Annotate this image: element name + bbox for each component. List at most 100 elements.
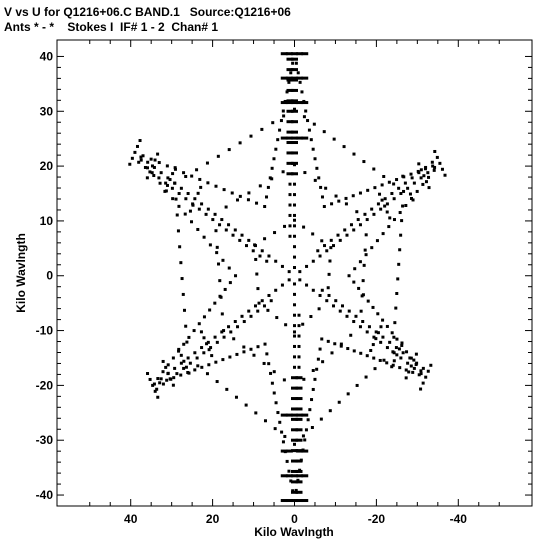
uv-point bbox=[193, 197, 197, 201]
uv-point bbox=[156, 377, 160, 381]
uv-point bbox=[398, 366, 402, 370]
uv-point bbox=[280, 413, 288, 417]
uv-point bbox=[258, 184, 262, 188]
uv-point bbox=[156, 395, 160, 399]
uv-point bbox=[233, 228, 237, 232]
uv-point bbox=[424, 180, 428, 184]
uv-point bbox=[347, 309, 351, 313]
uv-point bbox=[274, 401, 278, 405]
uv-point bbox=[286, 68, 294, 72]
uv-point bbox=[301, 474, 309, 478]
uv-point bbox=[349, 333, 353, 337]
uv-point bbox=[165, 378, 169, 382]
uv-point bbox=[424, 375, 428, 379]
uv-point bbox=[155, 387, 159, 391]
uv-point bbox=[247, 191, 251, 195]
uv-point bbox=[196, 364, 200, 368]
uv-point bbox=[166, 176, 170, 180]
uv-point bbox=[281, 170, 285, 174]
uv-point bbox=[394, 346, 398, 350]
uv-point bbox=[222, 335, 226, 339]
uv-point bbox=[302, 377, 306, 381]
uv-point bbox=[280, 474, 288, 478]
uv-point bbox=[291, 52, 298, 56]
uv-point bbox=[421, 182, 425, 186]
uv-point bbox=[293, 213, 296, 217]
uv-point bbox=[244, 403, 248, 407]
uv-point bbox=[242, 320, 246, 324]
uv-point bbox=[256, 345, 260, 349]
uv-point bbox=[258, 254, 262, 258]
uv-point bbox=[291, 130, 298, 134]
uv-point bbox=[200, 202, 204, 206]
uv-point bbox=[343, 228, 347, 232]
uv-point bbox=[232, 337, 236, 341]
uv-point bbox=[358, 260, 362, 264]
uv-point bbox=[312, 122, 316, 126]
uv-point bbox=[317, 307, 321, 311]
uv-point bbox=[151, 383, 155, 387]
uv-point bbox=[188, 209, 192, 213]
uv-point bbox=[373, 186, 377, 190]
uv-point bbox=[202, 351, 206, 355]
uv-point bbox=[225, 387, 229, 391]
uv-point bbox=[150, 164, 154, 168]
uv-point bbox=[141, 154, 145, 158]
uv-point bbox=[301, 136, 309, 140]
uv-point bbox=[296, 413, 304, 417]
uv-point bbox=[302, 115, 306, 119]
uv-point bbox=[173, 366, 177, 370]
uv-point bbox=[291, 101, 298, 105]
uv-point bbox=[193, 351, 197, 355]
uv-point bbox=[276, 138, 280, 142]
uv-point bbox=[206, 207, 210, 211]
uv-point bbox=[440, 167, 444, 171]
uv-point bbox=[128, 162, 132, 166]
uv-point bbox=[291, 407, 298, 411]
uv-point bbox=[285, 449, 293, 453]
uv-point bbox=[171, 172, 175, 176]
uv-point bbox=[213, 212, 217, 216]
uv-point bbox=[272, 391, 276, 395]
uv-point bbox=[356, 218, 360, 222]
uv-point bbox=[352, 152, 356, 156]
uv-point bbox=[280, 76, 288, 80]
uv-point bbox=[236, 325, 240, 329]
uv-point bbox=[158, 181, 162, 185]
uv-point bbox=[214, 229, 218, 233]
uv-point bbox=[182, 366, 186, 370]
uv-point bbox=[182, 342, 186, 346]
uv-point bbox=[263, 419, 267, 423]
uv-point bbox=[330, 202, 334, 206]
uv-point bbox=[309, 315, 313, 319]
uv-point bbox=[285, 136, 293, 140]
uv-point bbox=[217, 262, 221, 266]
uv-point bbox=[398, 248, 402, 252]
uv-point bbox=[291, 376, 298, 380]
uv-point bbox=[291, 109, 298, 113]
uv-point bbox=[222, 188, 226, 192]
uv-point bbox=[381, 335, 385, 339]
uv-point bbox=[365, 218, 369, 222]
uv-point bbox=[412, 366, 416, 370]
uv-point bbox=[149, 157, 153, 161]
uv-point bbox=[296, 136, 304, 140]
uv-point bbox=[266, 308, 270, 312]
uv-point bbox=[403, 181, 407, 185]
uv-point bbox=[383, 204, 387, 208]
uv-point bbox=[409, 356, 413, 360]
uv-point bbox=[385, 202, 389, 206]
uv-point bbox=[228, 281, 232, 285]
uv-point bbox=[234, 395, 238, 399]
uv-point bbox=[395, 353, 399, 357]
uv-point bbox=[393, 321, 397, 325]
uv-point bbox=[295, 376, 303, 380]
uv-point bbox=[254, 257, 258, 261]
uv-point bbox=[293, 203, 296, 207]
y-tick-label: -30 bbox=[36, 433, 54, 447]
uv-point bbox=[285, 499, 293, 503]
uv-point bbox=[184, 197, 188, 201]
uv-point bbox=[324, 186, 328, 190]
uv-point bbox=[181, 292, 185, 296]
uv-point bbox=[349, 223, 353, 227]
